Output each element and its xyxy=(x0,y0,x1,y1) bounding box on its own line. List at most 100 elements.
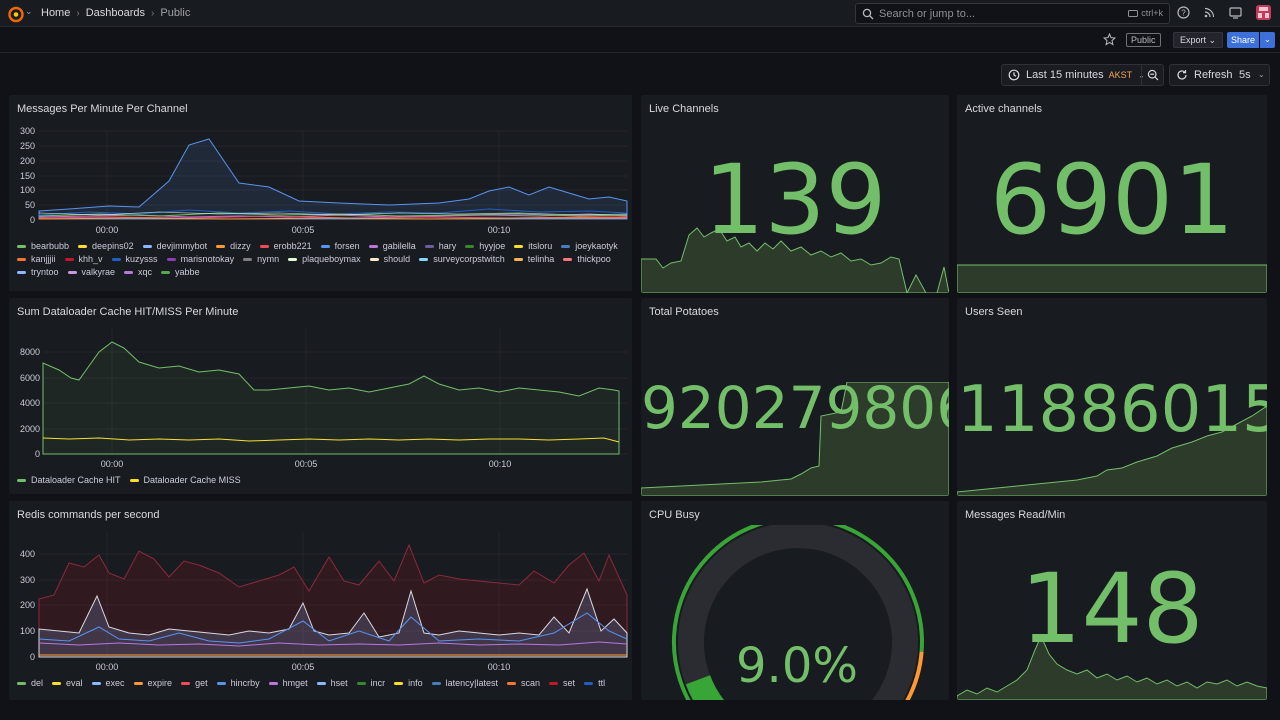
y-axis: 300 250 200 150 100 50 0 xyxy=(20,126,35,225)
legend-item[interactable]: get xyxy=(181,678,208,688)
legend-item[interactable]: tryntoo xyxy=(17,267,59,277)
legend-item[interactable]: scan xyxy=(507,678,540,688)
series-get-area xyxy=(38,587,628,658)
x-tick: 00:10 xyxy=(488,662,511,672)
legend-item[interactable]: thickpoo xyxy=(563,254,611,264)
panel-messages-read[interactable]: Messages Read/Min 148 xyxy=(957,501,1267,700)
breadcrumb-dashboards[interactable]: Dashboards xyxy=(85,7,146,19)
legend-item[interactable]: itsloru xyxy=(514,241,552,251)
panel-active-channels[interactable]: Active channels 6901 xyxy=(957,95,1267,293)
legend-item[interactable]: eval xyxy=(52,678,83,688)
rss-news-icon[interactable] xyxy=(1202,5,1217,20)
legend-item[interactable]: expire xyxy=(133,678,172,688)
legend-item[interactable]: marisnotokay xyxy=(166,254,235,264)
legend-item[interactable]: yabbe xyxy=(161,267,200,277)
avatar[interactable] xyxy=(1256,5,1271,20)
legend-item[interactable]: del xyxy=(17,678,43,688)
legend-item[interactable]: deepins02 xyxy=(78,241,134,251)
search-input[interactable]: Search or jump to... ctrl+k xyxy=(855,3,1170,24)
legend-swatch xyxy=(91,681,101,685)
legend-item[interactable]: incr xyxy=(356,678,385,688)
help-icon[interactable]: ? xyxy=(1176,5,1191,20)
chevron-down-icon: ⌄ xyxy=(1258,70,1265,79)
grafana-logo-icon[interactable] xyxy=(7,5,25,23)
legend-label: marisnotokay xyxy=(180,254,235,264)
legend-swatch xyxy=(161,270,171,274)
panel-title: Messages Read/Min xyxy=(965,509,1066,521)
legend-label: dizzy xyxy=(230,241,251,251)
legend-item[interactable]: kanjjjii xyxy=(17,254,56,264)
search-shortcut-text: ctrl+k xyxy=(1141,8,1163,18)
share-dropdown-chevron-icon[interactable]: ⌄ xyxy=(1260,32,1275,48)
chevron-down-icon[interactable]: ⌄ xyxy=(25,6,33,16)
legend-label: xqc xyxy=(138,267,153,277)
legend-item[interactable]: joeykaotyk xyxy=(561,241,618,251)
export-button[interactable]: Export ⌄ xyxy=(1173,32,1224,48)
messages-timeseries-chart: 300 250 200 150 100 50 0 00:00 00:05 00:… xyxy=(20,126,628,235)
y-tick: 300 xyxy=(20,575,35,585)
panel-dataloader-cache[interactable]: Sum Dataloader Cache HIT/MISS Per Minute… xyxy=(9,298,632,494)
legend-item[interactable]: gabilella xyxy=(368,241,416,251)
panel-users-seen[interactable]: Users Seen 11886015 xyxy=(957,298,1267,496)
legend-item[interactable]: hset xyxy=(316,678,348,688)
legend-item[interactable]: should xyxy=(369,254,410,264)
legend-item[interactable]: valkyrae xyxy=(67,267,115,277)
legend-item[interactable]: erobb221 xyxy=(259,241,312,251)
y-tick: 400 xyxy=(20,549,35,559)
legend-item[interactable]: nymn xyxy=(243,254,279,264)
legend-item[interactable]: hincrby xyxy=(216,678,260,688)
panel-cpu-busy[interactable]: CPU Busy 9.0% xyxy=(641,501,949,700)
gauge-threshold-green xyxy=(672,525,924,700)
legend-item[interactable]: xqc xyxy=(124,267,152,277)
legend-item[interactable]: hary xyxy=(424,241,456,251)
legend-item[interactable]: Dataloader Cache HIT xyxy=(17,475,121,485)
legend-swatch xyxy=(268,681,278,685)
legend-item[interactable]: khh_v xyxy=(64,254,103,264)
legend-item[interactable]: telinha xyxy=(513,254,554,264)
legend-item[interactable]: bearbubb xyxy=(17,241,69,251)
legend-swatch xyxy=(67,270,77,274)
legend-item[interactable]: Dataloader Cache MISS xyxy=(129,475,241,485)
legend-label: gabilella xyxy=(382,241,416,251)
legend-item[interactable]: kuzysss xyxy=(111,254,158,264)
legend-swatch xyxy=(369,257,379,261)
time-range-picker[interactable]: Last 15 minutes AKST ⌄ xyxy=(1001,64,1164,86)
panel-live-channels[interactable]: Live Channels 139 xyxy=(641,95,949,293)
chart-legend: bearbubb deepins02 devjimmybot dizzy erobb22… xyxy=(17,241,622,277)
panel-title: Total Potatoes xyxy=(649,306,719,318)
legend-label: set xyxy=(563,678,576,688)
legend-item[interactable]: devjimmybot xyxy=(142,241,207,251)
breadcrumb-home[interactable]: Home xyxy=(41,7,71,19)
legend-label: Dataloader Cache HIT xyxy=(31,475,121,485)
legend-swatch xyxy=(356,681,366,685)
x-axis: 00:00 00:05 00:10 xyxy=(101,459,512,468)
legend-swatch xyxy=(17,270,26,274)
panel-redis-commands[interactable]: Redis commands per second 400 300 200 10… xyxy=(9,501,632,700)
legend-item[interactable]: dizzy xyxy=(216,241,251,251)
legend-item[interactable]: surveycorpstwitch xyxy=(419,254,505,264)
legend-item[interactable]: info xyxy=(394,678,423,688)
panel-title: Users Seen xyxy=(965,306,1023,318)
legend-item[interactable]: ttl xyxy=(584,678,605,688)
legend-item[interactable]: forsen xyxy=(320,241,360,251)
zoom-out-button[interactable] xyxy=(1141,64,1164,86)
legend-label: nymn xyxy=(257,254,280,264)
share-button[interactable]: Share xyxy=(1227,32,1259,48)
legend-item[interactable]: hyyjoe xyxy=(465,241,505,251)
panel-total-potatoes[interactable]: Total Potatoes 920279806 xyxy=(641,298,949,496)
public-badge: Public xyxy=(1126,33,1161,47)
cpu-gauge: 9.0% xyxy=(672,525,924,700)
star-icon[interactable] xyxy=(1103,33,1116,46)
refresh-picker[interactable]: Refresh 5s ⌄ xyxy=(1169,64,1270,86)
legend-item[interactable]: set xyxy=(549,678,575,688)
legend-label: khh_v xyxy=(78,254,103,264)
panel-messages-per-minute[interactable]: Messages Per Minute Per Channel 300 250 … xyxy=(9,95,632,291)
sparkline xyxy=(641,382,949,496)
legend-item[interactable]: plaqueboymax xyxy=(288,254,361,264)
export-label: Export xyxy=(1180,35,1207,45)
legend-item[interactable]: latency|latest xyxy=(431,678,498,688)
legend-item[interactable]: exec xyxy=(91,678,125,688)
dock-menu-icon[interactable] xyxy=(1228,5,1243,20)
legend-item[interactable]: hmget xyxy=(268,678,308,688)
panel-title: Live Channels xyxy=(649,103,719,115)
